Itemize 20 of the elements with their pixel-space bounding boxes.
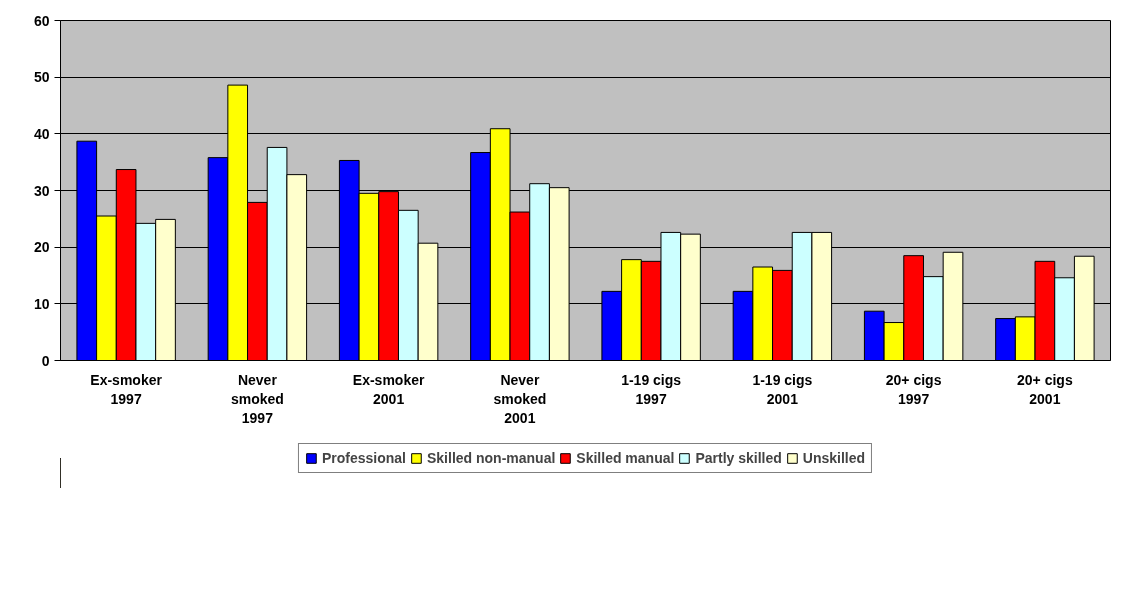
y-tick-label: 0 [41, 352, 50, 369]
legend-label: Skilled non-manual [426, 450, 556, 466]
legend-label: Partly skilled [695, 450, 782, 466]
y-tick-label: 20 [33, 239, 50, 256]
legend-label: Unskilled [802, 450, 866, 466]
x-tick-label: 20+ cigs 1997 [885, 371, 942, 407]
x-tick-label: 1-19 cigs 2001 [752, 371, 813, 407]
legend-label: Skilled manual [576, 450, 675, 466]
x-tick-label: Ex-smoker 1997 [90, 371, 163, 407]
y-tick-label: 60 [33, 12, 50, 29]
y-tick-label: 40 [33, 125, 50, 142]
x-tick-label: Never smoked 2001 [493, 371, 547, 426]
x-tick-label: 1-19 cigs 1997 [621, 371, 682, 407]
x-tick-label: Never smoked 1997 [230, 371, 284, 426]
y-tick-label: 10 [33, 295, 50, 312]
x-tick-label: 20+ cigs 2001 [1017, 371, 1073, 407]
y-tick-label: 30 [33, 182, 50, 199]
x-tick-label: Ex-smoker 2001 [352, 371, 425, 407]
legend-label: Professional [321, 450, 406, 466]
y-tick-label: 50 [33, 69, 50, 86]
